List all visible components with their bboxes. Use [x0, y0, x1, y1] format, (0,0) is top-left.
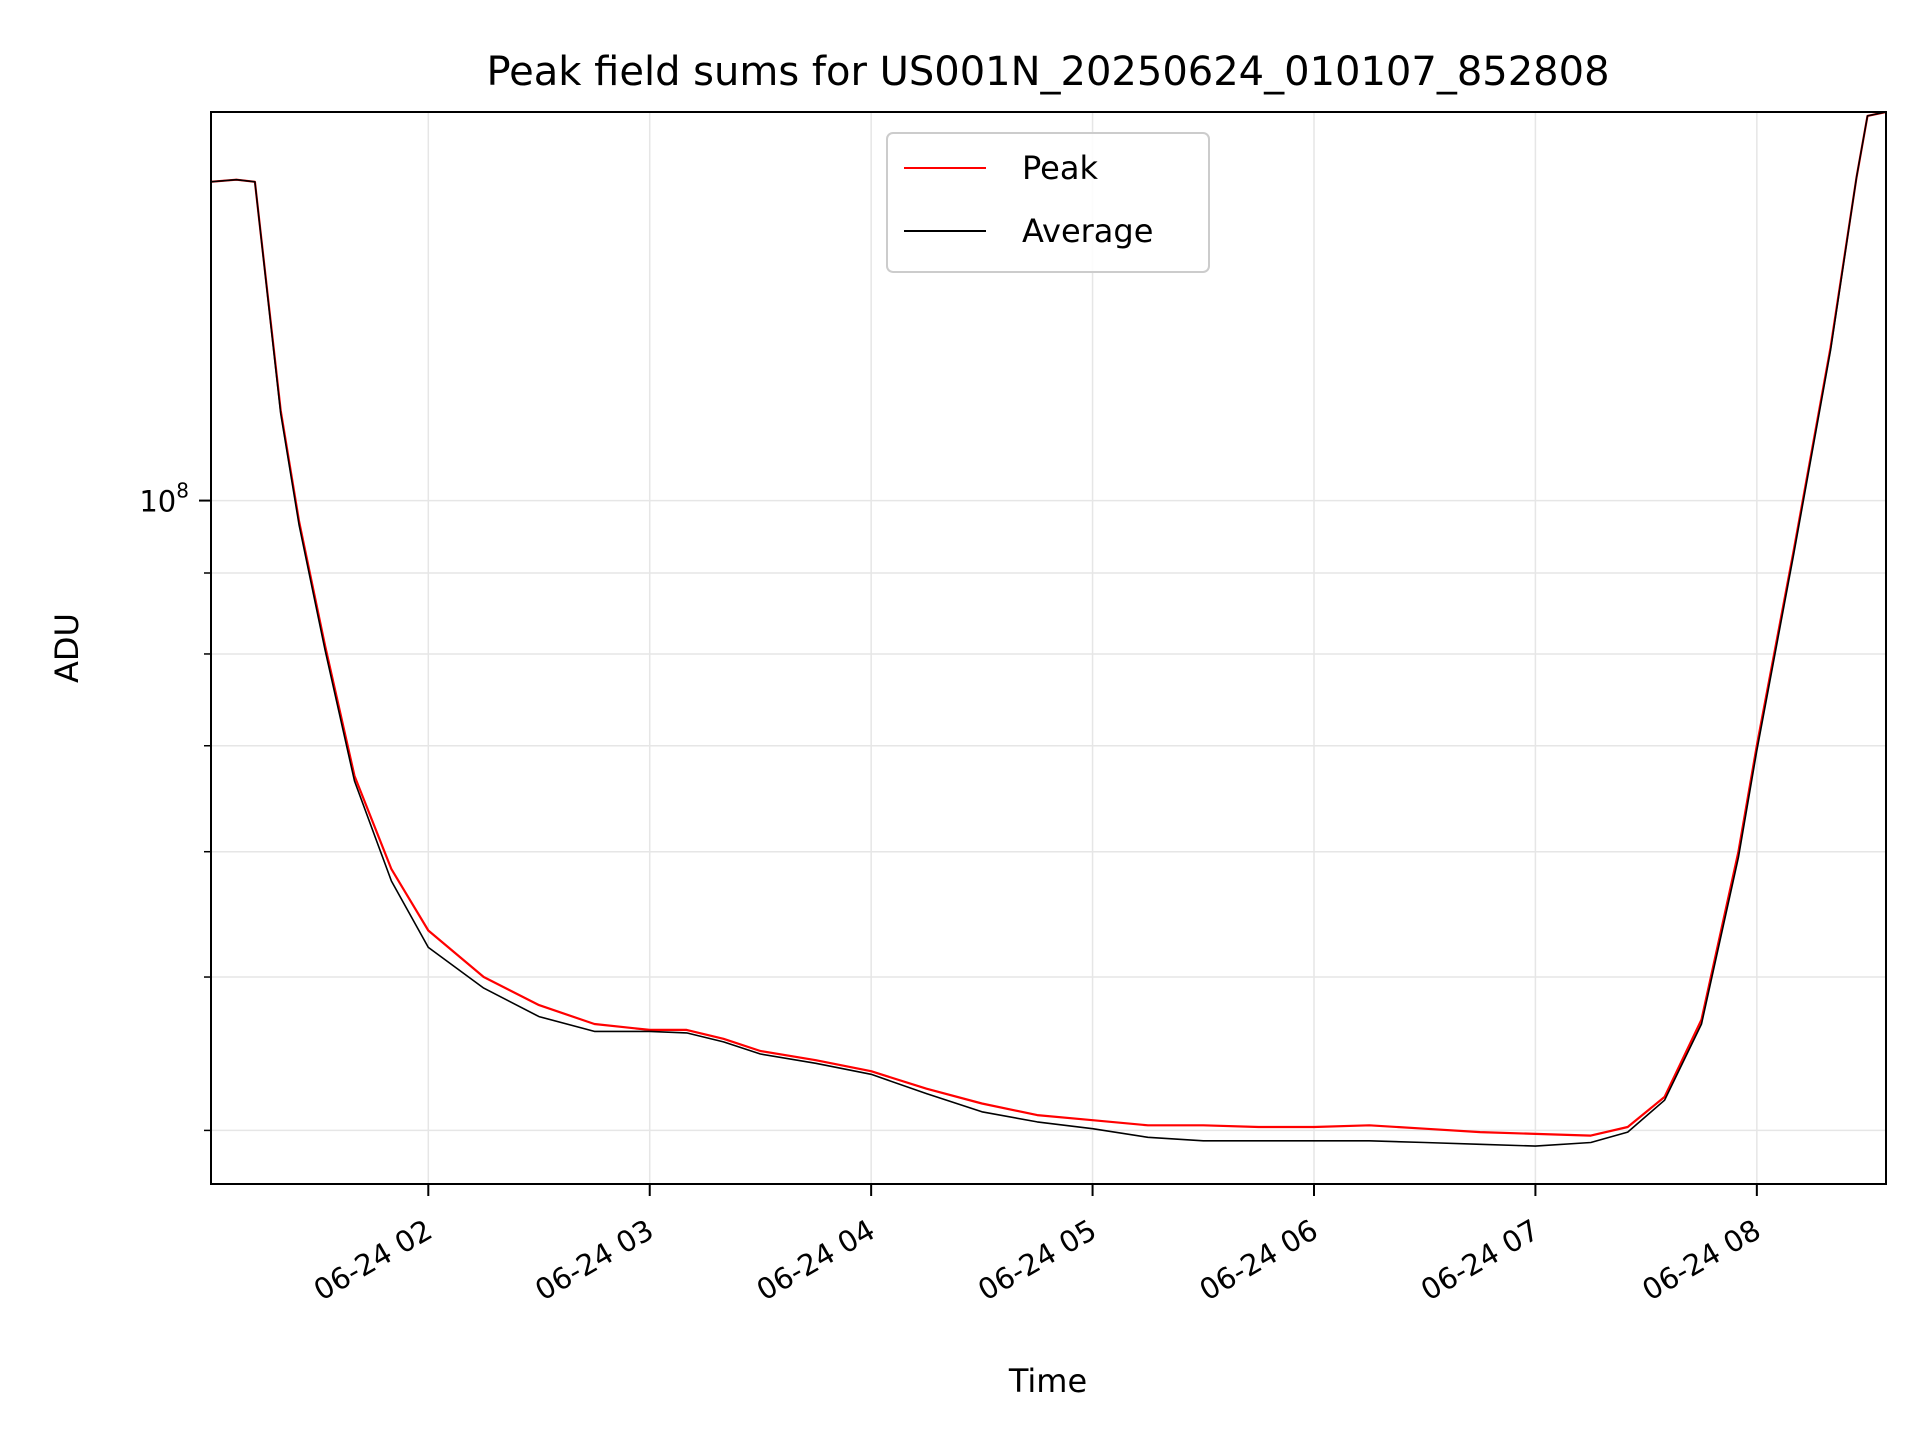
series-line-peak [210, 110, 1887, 1137]
y-axis: 108 [139, 479, 211, 1132]
grid [211, 112, 1886, 1184]
plot-area [211, 112, 1886, 1184]
x-axis-title: Time [1008, 1362, 1087, 1400]
chart-title: Peak field sums for US001N_20250624_0101… [486, 49, 1609, 95]
y-tick-label-exponent: 8 [176, 479, 189, 503]
legend-label-peak: Peak [1022, 149, 1098, 187]
legend: Peak Average [886, 132, 1210, 273]
y-tick-label: 108 [139, 479, 189, 519]
series-layer [210, 110, 1887, 1147]
legend-label-average: Average [1022, 212, 1153, 250]
plot-frame [210, 111, 1887, 1185]
y-tick-label-base: 10 [139, 485, 176, 519]
y-axis-title: ADU [48, 613, 86, 683]
series-line-average [210, 111, 1887, 1147]
